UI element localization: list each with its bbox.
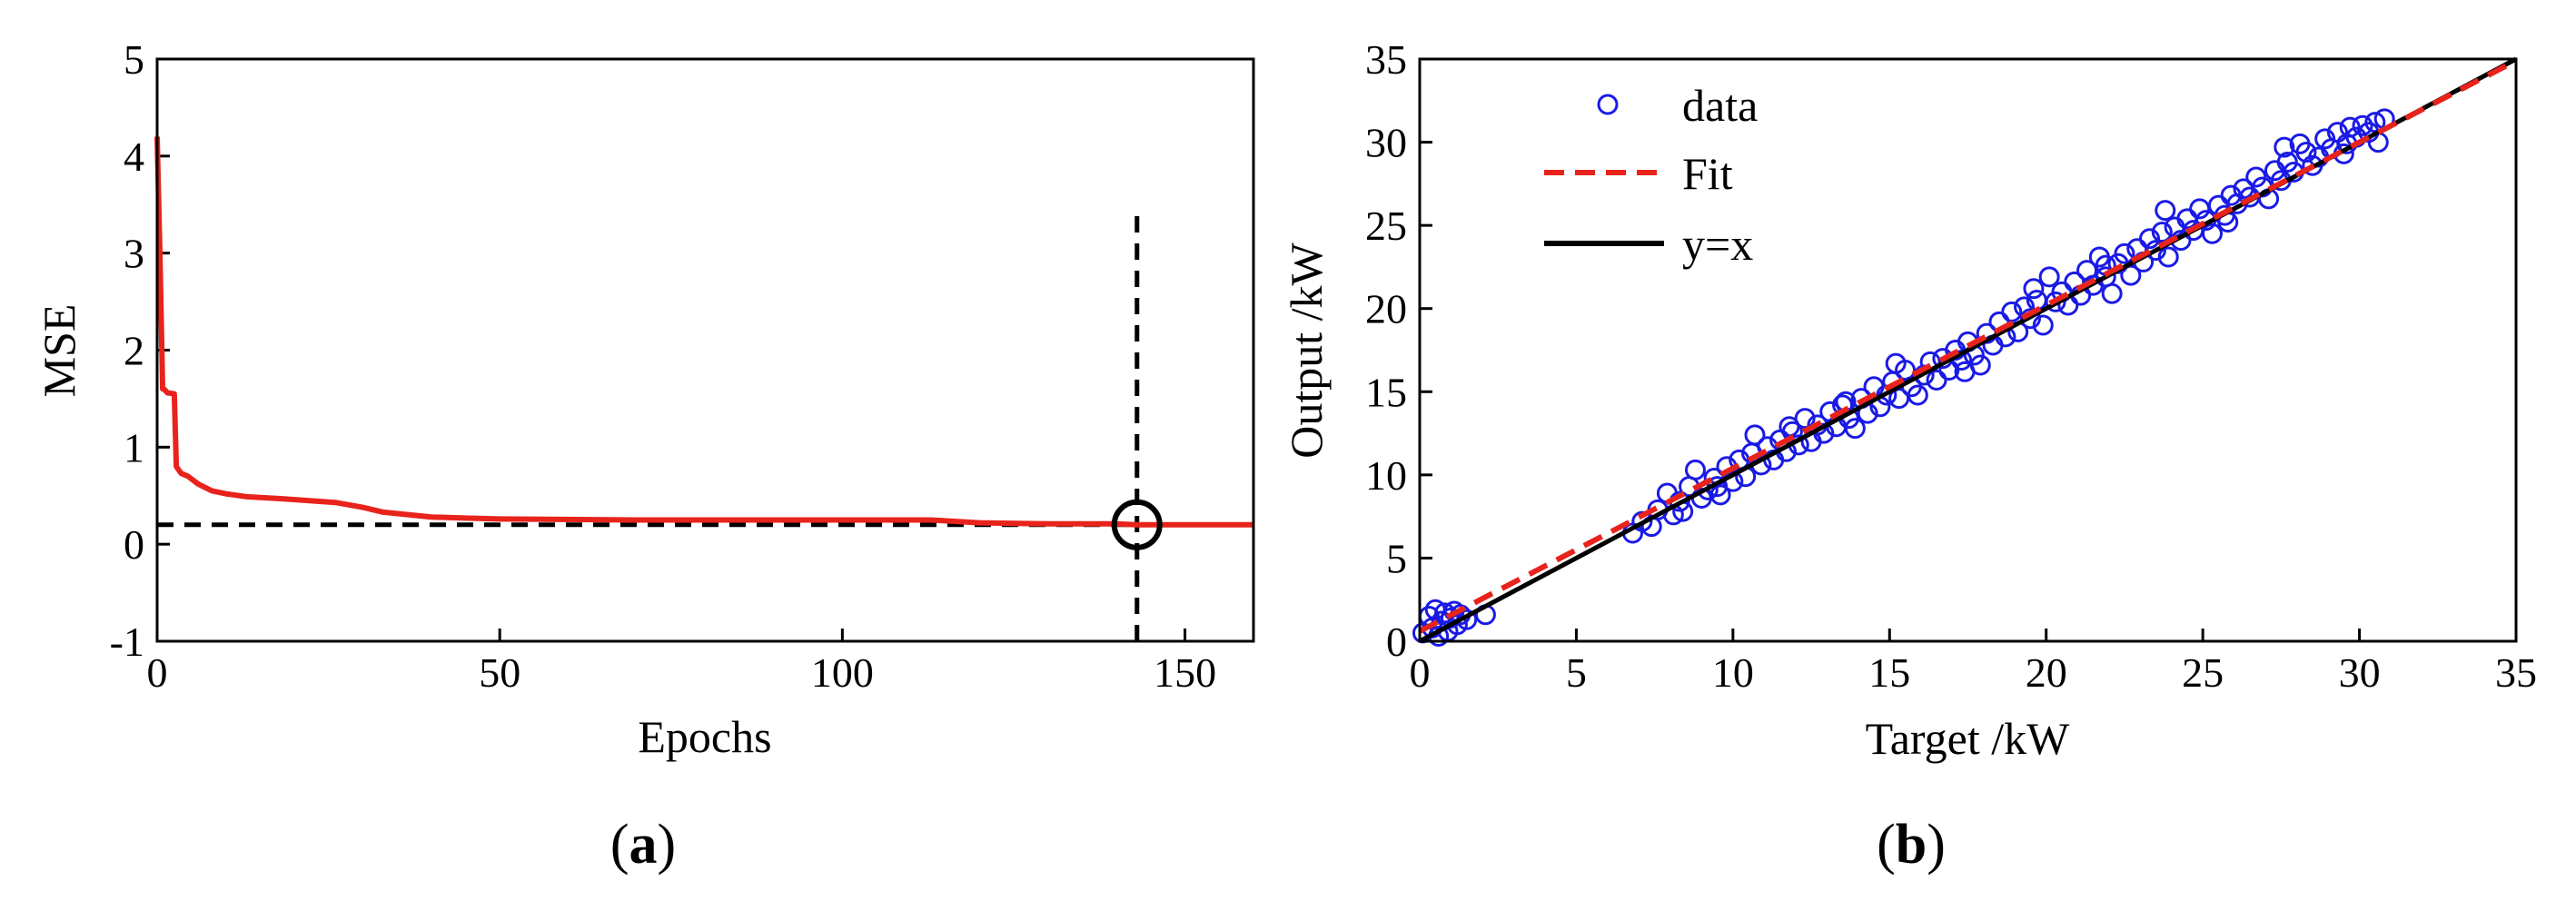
- panel-b-data-point: [2032, 314, 2054, 336]
- legend-identity-label: y=x: [1682, 219, 1753, 270]
- panel-a-y-tick-label: 4: [124, 134, 144, 180]
- panel-a-x-tick-label: 150: [1154, 649, 1216, 696]
- panel-b-caption-letter: b: [1896, 814, 1927, 876]
- panel-b-y-tick-label: 30: [1365, 120, 1407, 166]
- panel-a-x-tick-label: 50: [479, 649, 520, 696]
- panel-b-fit-line: [1418, 58, 2518, 634]
- panel-b-x-tick-label: 0: [1410, 649, 1431, 696]
- panel-b-caption: (b): [1877, 814, 1946, 876]
- panel-b-x-axis-label: Target /kW: [1866, 713, 2070, 764]
- panel-b-x-tick-label: 30: [2339, 649, 2381, 696]
- panel-a-y-tick-label: 3: [124, 231, 144, 277]
- panel-b-data-point: [1954, 361, 1976, 382]
- panel-b-data-point: [2352, 114, 2373, 136]
- panel-a-x-axis-label: Epochs: [638, 711, 771, 762]
- panel-b-data-point: [1794, 408, 1816, 430]
- panel-a-best-epoch-circle: [1111, 499, 1163, 550]
- legend-fit-label: Fit: [1682, 148, 1733, 199]
- panel-b-x-tick-labels: 0 5 10 15 20 25 30 35: [1410, 649, 2538, 696]
- panel-b-y-tick-label: 25: [1365, 203, 1407, 249]
- panel-a-y-tick-label: 0: [124, 521, 144, 568]
- panel-b-data-point: [2157, 246, 2179, 268]
- panel-a-ticks: [155, 57, 1187, 643]
- panel-a-mse-line: [154, 136, 1253, 528]
- panel-a-y-axis-label: MSE: [34, 304, 84, 398]
- panel-b-data-point: [2019, 308, 2041, 330]
- panel-b-lines: [1418, 56, 2518, 644]
- panel-b-data-point: [2155, 200, 2176, 222]
- panel-b-data-point: [2201, 223, 2223, 244]
- legend-data-label: data: [1682, 80, 1758, 131]
- panel-b-output-vs-target: 0 5 10 15 20 25 30 35 0 5 10 15 20 25 30 35 data Fit y…: [1281, 36, 2537, 876]
- panel-a-y-tick-label: 2: [124, 328, 144, 374]
- panel-a-caption: (a): [610, 814, 676, 876]
- panel-b-x-tick-label: 5: [1566, 649, 1587, 696]
- panel-b-y-tick-labels: 0 5 10 15 20 25 30 35: [1365, 36, 1407, 665]
- panel-a-reference-lines: [157, 213, 1253, 641]
- panel-a-plot-frame: [155, 57, 1255, 643]
- panel-b-data-point: [2151, 221, 2173, 243]
- panel-a-y-tick-label: -1: [110, 619, 144, 665]
- panel-a-x-tick-label: 0: [147, 649, 168, 696]
- panel-b-y-tick-label: 20: [1365, 286, 1407, 332]
- panel-b-x-tick-label: 35: [2495, 649, 2537, 696]
- panel-b-data-point: [2038, 266, 2060, 288]
- panel-b-data-point: [2274, 136, 2295, 158]
- panel-b-x-tick-label: 10: [1712, 649, 1754, 696]
- panel-b-data-point: [1684, 459, 1706, 480]
- panel-b-x-tick-label: 20: [2026, 649, 2067, 696]
- panel-a-series: [154, 136, 1253, 528]
- panel-b-data-point: [2101, 282, 2123, 304]
- panel-b-y-axis-label: Output /kW: [1281, 242, 1332, 458]
- panel-b-y-tick-label: 15: [1365, 369, 1407, 415]
- panel-b-x-tick-label: 15: [1868, 649, 1910, 696]
- panel-a-x-tick-label: 100: [811, 649, 874, 696]
- panel-b-y-tick-label: 35: [1365, 36, 1407, 83]
- panel-b-legend: data Fit y=x: [1544, 80, 1758, 270]
- panel-a-y-tick-label: 5: [124, 36, 144, 83]
- panel-b-data-point: [1844, 418, 1866, 440]
- panel-b-data-point: [2139, 228, 2161, 250]
- panel-b-data-point: [2114, 243, 2135, 264]
- panel-b-data-point: [1744, 424, 1766, 446]
- panel-a-caption-letter: a: [629, 814, 658, 876]
- panel-a-marker: [1111, 499, 1163, 550]
- panel-b-y-tick-label: 0: [1386, 619, 1407, 665]
- panel-b-data-point: [1926, 369, 1947, 391]
- panel-b-plot-frame: [1418, 57, 2518, 643]
- panel-b-y-tick-label: 10: [1365, 452, 1407, 499]
- panel-b-data-point: [1907, 384, 1928, 406]
- panel-b-data-point: [1778, 416, 1800, 438]
- legend-data-marker: [1597, 94, 1619, 115]
- panel-b-y-tick-label: 5: [1386, 535, 1407, 581]
- panel-a-x-tick-labels: 0 50 100 150: [147, 649, 1217, 696]
- panel-b-data-point: [2295, 142, 2317, 163]
- panel-a-y-tick-labels: -1 0 1 2 3 4 5: [110, 36, 144, 665]
- panel-b-data-point: [2023, 278, 2045, 300]
- panel-b-x-tick-label: 25: [2182, 649, 2224, 696]
- panel-a-y-tick-label: 1: [124, 424, 144, 470]
- panel-b-data-point: [1885, 352, 1907, 374]
